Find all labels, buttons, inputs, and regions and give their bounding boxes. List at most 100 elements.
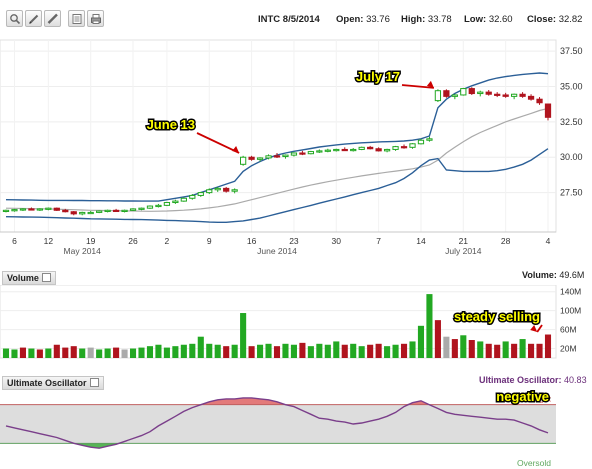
candle [53, 207, 60, 211]
uo-panel-header[interactable]: Ultimate Oscillator [2, 376, 104, 390]
volume-readout: Volume: 49.6M [522, 270, 585, 280]
month-label: July 2014 [445, 246, 482, 256]
list-icon[interactable] [68, 10, 85, 27]
volume-bar [180, 344, 187, 358]
volume-bar [519, 339, 526, 358]
neutral-zone [0, 404, 556, 444]
candle [350, 148, 357, 152]
x-tick-label: 6 [12, 236, 17, 246]
candle [19, 208, 27, 211]
callout-arrowhead [530, 325, 538, 332]
candle [367, 146, 374, 150]
candle [443, 90, 450, 97]
callout-arrow [536, 324, 543, 333]
volume-bar [536, 343, 543, 358]
low-price: Low: 32.60 [464, 14, 513, 25]
x-tick-label: 12 [44, 236, 54, 246]
volume-bar [197, 336, 204, 358]
volume-bar [138, 347, 145, 358]
x-tick-label: 16 [247, 236, 257, 246]
y-tick-label: 100M [560, 306, 581, 316]
candle [341, 148, 348, 152]
candle [460, 88, 467, 96]
candle [2, 209, 10, 213]
y-tick-label: 20M [560, 344, 577, 354]
pencil-icon[interactable] [25, 10, 42, 27]
x-tick-label: 14 [416, 236, 426, 246]
volume-bar [273, 346, 281, 358]
volume-bar [146, 346, 154, 358]
volume-bar [409, 341, 416, 358]
uo-title: Ultimate Oscillator [7, 378, 87, 388]
candle [358, 146, 365, 150]
candle [434, 90, 442, 102]
candle [375, 148, 382, 152]
annotation-label: July 17 [356, 69, 400, 84]
panel-options-icon[interactable] [89, 378, 99, 387]
candle [155, 204, 162, 208]
candle [519, 93, 526, 97]
volume-bar [28, 348, 35, 358]
volume-bar [45, 348, 52, 358]
volume-bar [299, 342, 306, 358]
volume-bar [350, 343, 357, 358]
candle [129, 208, 137, 211]
month-label: May 2014 [64, 246, 102, 256]
volume-bar [214, 344, 221, 358]
callout-arrow [196, 132, 240, 154]
volume-bar [460, 335, 467, 358]
volume-bar [468, 340, 475, 358]
volume-bar [316, 343, 323, 358]
toolbar: INTC 8/5/2014 Open: 33.76 High: 33.78 Lo… [0, 0, 592, 38]
candle [383, 148, 391, 152]
volume-bar [384, 346, 391, 358]
candle [392, 146, 399, 150]
candle [400, 146, 408, 149]
callout-arrowhead [232, 145, 240, 153]
volume-bar [494, 344, 501, 358]
candle [62, 209, 69, 213]
candle [417, 139, 425, 145]
volume-bar [282, 343, 289, 358]
x-tick-label: 23 [289, 236, 299, 246]
annotation-label: negative [496, 389, 549, 404]
candle [79, 211, 86, 215]
volume-bar [155, 344, 162, 358]
candle [290, 152, 298, 156]
candle [70, 211, 77, 215]
overbought-label: Overbought [507, 394, 552, 404]
candle [333, 148, 340, 152]
volume-bar [206, 343, 213, 358]
oversold-label: Oversold [517, 458, 551, 468]
candle [45, 207, 52, 210]
candle [163, 202, 171, 206]
candle [248, 156, 255, 160]
y-tick-label: 35.00 [560, 81, 583, 91]
callout-arrowhead [426, 80, 434, 88]
volume-bar [189, 343, 196, 358]
candle [307, 151, 315, 155]
volume-bar [36, 349, 43, 358]
candle [214, 187, 221, 191]
candle [104, 209, 111, 213]
x-tick-label: 21 [459, 236, 469, 246]
volume-bar [477, 341, 484, 358]
zoom-in-icon[interactable] [6, 10, 23, 27]
x-tick-label: 19 [86, 236, 96, 246]
volume-bar [53, 344, 60, 358]
panel-options-icon[interactable] [41, 273, 51, 282]
annotation-label: steady selling [454, 309, 540, 324]
candle [468, 88, 475, 95]
ruler-icon[interactable] [44, 10, 61, 27]
print-icon[interactable] [87, 10, 104, 27]
volume-panel-header[interactable]: Volume [2, 271, 56, 285]
candle [223, 187, 230, 192]
candle [316, 150, 323, 153]
volume-bar [70, 346, 77, 358]
volume-bar [307, 346, 314, 358]
volume-bar [79, 348, 86, 358]
volume-bar [485, 343, 492, 358]
volume-bar [392, 344, 399, 358]
y-tick-label: 32.50 [560, 117, 583, 127]
volume-bar [290, 344, 297, 358]
